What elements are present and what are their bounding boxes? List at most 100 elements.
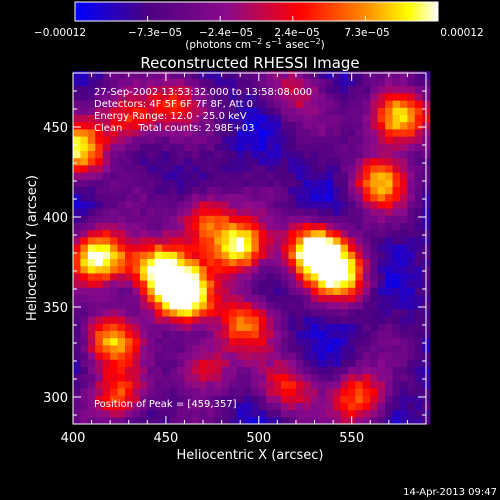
heatmap-cell [87, 215, 96, 223]
heatmap-cell [184, 294, 193, 303]
heatmap-cell [117, 409, 126, 418]
heatmap-cell [162, 229, 171, 238]
heatmap-cell [184, 409, 193, 418]
heatmap-cell [177, 265, 186, 274]
heatmap-cell [147, 136, 156, 144]
heatmap-cell [347, 114, 356, 123]
heatmap-cell [333, 251, 342, 259]
heatmap-cell [206, 416, 215, 425]
heatmap-cell [385, 359, 394, 367]
heatmap-cell [281, 172, 290, 180]
heatmap-cell [214, 409, 223, 418]
heatmap-cell [177, 150, 186, 159]
heatmap-cell [273, 337, 282, 346]
heatmap-cell [407, 265, 416, 274]
heatmap-cell [125, 114, 134, 123]
heatmap-cell [139, 352, 148, 360]
heatmap-cell [87, 287, 96, 295]
heatmap-cell [340, 150, 349, 159]
heatmap-cell [199, 280, 208, 288]
heatmap-cell [154, 193, 163, 202]
heatmap-cell [370, 287, 379, 295]
heatmap-cell [80, 236, 89, 245]
heatmap-cell [221, 359, 230, 367]
heatmap-cell [243, 71, 252, 79]
heatmap-cell [162, 258, 171, 267]
heatmap-cell [95, 215, 104, 223]
heatmap-cell [325, 366, 334, 375]
heatmap-cell [333, 316, 342, 324]
heatmap-cell [243, 272, 252, 281]
heatmap-cell [281, 128, 290, 137]
heatmap-cell [333, 100, 342, 108]
heatmap-cell [362, 200, 371, 209]
heatmap-cell [95, 85, 104, 94]
heatmap-cell [325, 265, 334, 274]
heatmap-cell [362, 402, 371, 411]
heatmap-cell [80, 294, 89, 303]
heatmap-cell [206, 229, 215, 238]
heatmap-cell [399, 409, 409, 418]
heatmap-cell [80, 380, 89, 389]
heatmap-cell [362, 352, 371, 360]
heatmap-cell [347, 380, 356, 389]
heatmap-cell [191, 179, 200, 187]
heatmap-cell [199, 164, 208, 173]
heatmap-cell [80, 388, 89, 396]
heatmap-cell [229, 107, 238, 115]
heatmap-cell [199, 308, 208, 317]
heatmap-cell [414, 107, 423, 115]
heatmap-cell [229, 157, 238, 166]
heatmap-cell [73, 200, 82, 209]
heatmap-cell [347, 287, 356, 295]
heatmap-cell [177, 136, 186, 144]
heatmap-cell [117, 280, 126, 288]
heatmap-cell [295, 287, 304, 295]
heatmap-cell [162, 366, 171, 375]
heatmap-cell [377, 272, 386, 281]
heatmap-cell [73, 136, 82, 144]
heatmap-cell [288, 416, 297, 425]
heatmap-cell [318, 136, 327, 144]
heatmap-cell [355, 186, 364, 195]
heatmap-cell [362, 388, 371, 396]
heatmap-cell [221, 287, 230, 295]
heatmap-cell [206, 193, 215, 202]
heatmap-cell [147, 193, 156, 202]
heatmap-cell [340, 179, 349, 187]
heatmap-cell [273, 402, 282, 411]
heatmap-cell [318, 114, 327, 123]
heatmap-cell [125, 85, 134, 94]
heatmap-cell [295, 301, 304, 310]
heatmap-cell [102, 366, 111, 375]
heatmap-cell [110, 150, 119, 159]
heatmap-cell [125, 208, 134, 216]
heatmap-cell [80, 215, 89, 223]
heatmap-cell [325, 208, 334, 216]
heatmap-cell [214, 200, 223, 209]
heatmap-cell [295, 272, 304, 281]
heatmap-cell [258, 114, 267, 123]
heatmap-cell [318, 200, 327, 209]
heatmap-cell [399, 373, 409, 382]
heatmap-cell [281, 308, 290, 317]
heatmap-cell [295, 78, 304, 87]
heatmap-cell [414, 258, 423, 267]
heatmap-cell [414, 150, 423, 159]
heatmap-cell [325, 244, 334, 252]
heatmap-cell [414, 215, 423, 223]
heatmap-cell [340, 308, 349, 317]
heatmap-cell [407, 308, 416, 317]
heatmap-cell [177, 258, 186, 267]
heatmap-cell [258, 244, 267, 252]
heatmap-cell [288, 92, 297, 101]
heatmap-cell [355, 416, 364, 425]
heatmap-cell [295, 359, 304, 367]
heatmap-cell [407, 157, 416, 166]
heatmap-cell [362, 316, 371, 324]
heatmap-cell [125, 330, 134, 339]
heatmap-cell [162, 128, 171, 137]
heatmap-cell [214, 323, 223, 331]
heatmap-cell [266, 200, 275, 209]
heatmap-cell [236, 186, 245, 195]
